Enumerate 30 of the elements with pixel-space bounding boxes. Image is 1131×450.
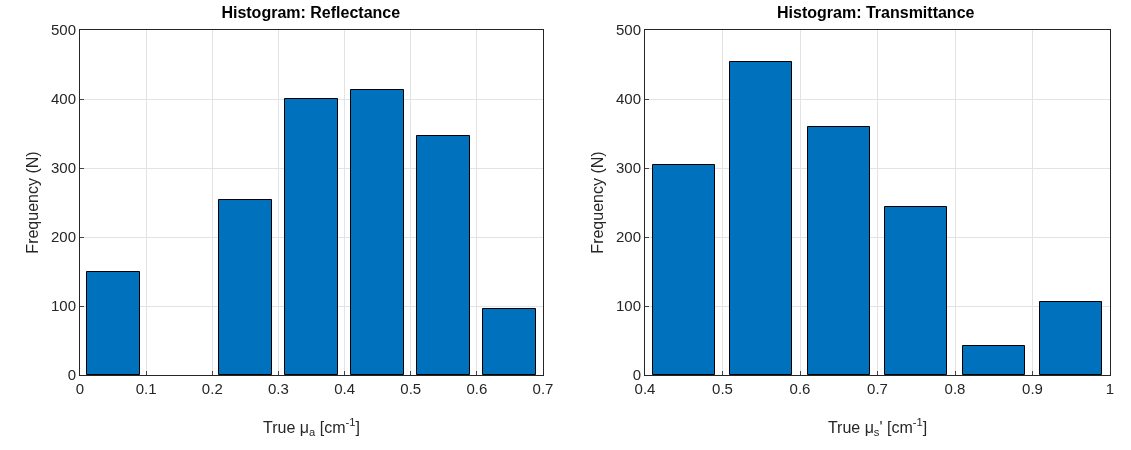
x-tick-label: 0.1 — [135, 380, 157, 397]
x-tick-label: 0.7 — [867, 380, 888, 397]
x-axis-title: True μ$_{s}$' [cm$^{-1}$] — [827, 416, 928, 439]
x-tick-label: 0.7 — [532, 380, 554, 397]
y-tick-label: 300 — [615, 159, 641, 177]
x-tick-label: 0.4 — [334, 380, 355, 397]
y-tick-label: 100 — [50, 297, 76, 315]
y-tick-label: 200 — [615, 228, 641, 246]
y-tick-label: 300 — [50, 159, 76, 177]
chart-title: Histogram: Transmittance — [777, 3, 975, 21]
x-tick-label: 0.2 — [201, 380, 223, 397]
x-tick-label: 1 — [1105, 380, 1115, 397]
y-tick-label: 100 — [615, 297, 641, 315]
y-tick-label: 0 — [67, 366, 76, 384]
x-tick-label: 0.8 — [944, 380, 966, 397]
x-tick-label: 0.5 — [400, 380, 422, 397]
y-tick-label: 500 — [50, 21, 76, 39]
chart-title: Histogram: Reflectance — [221, 3, 401, 21]
x-tick-label: 0.6 — [466, 380, 488, 397]
y-tick-label: 400 — [615, 90, 641, 108]
x-tick-label: 0.9 — [1022, 380, 1043, 397]
x-tick-label: 0.3 — [268, 380, 289, 397]
y-axis-title: Frequency (N) — [589, 151, 606, 254]
y-axis-title: Frequency (N) — [24, 151, 41, 254]
y-tick-label: 200 — [50, 228, 76, 246]
x-axis-title: True μ$_{a}$ [cm$^{-1}$] — [263, 416, 360, 439]
x-tick-label: 0.5 — [712, 380, 733, 397]
y-tick-label: 500 — [615, 21, 641, 39]
x-tick-label: 0.6 — [789, 380, 811, 397]
y-tick-label: 400 — [50, 90, 76, 108]
